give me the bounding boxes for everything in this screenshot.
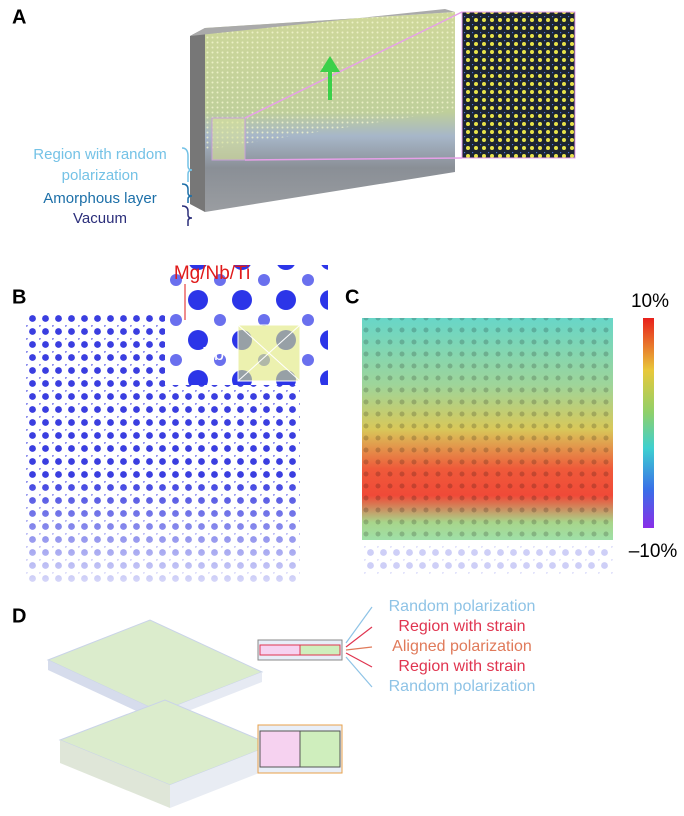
colorbar-label: 10% [631, 291, 669, 312]
layer-pointer [346, 647, 372, 650]
cross-section [258, 640, 342, 660]
cross-section [258, 725, 342, 773]
annotation: Mg/Nb/Ti [174, 263, 250, 284]
annotation: Pb [202, 344, 224, 364]
layer-label: Aligned polarization [392, 638, 532, 655]
strain-region [260, 645, 300, 655]
brace [182, 206, 192, 226]
colorbar-label: –10% [629, 541, 678, 562]
layer-label: Region with strain [398, 658, 525, 675]
panel-label: A [12, 6, 26, 28]
atomic-inset [462, 12, 575, 158]
layer-label: Random polarization [389, 678, 536, 695]
panel-label: B [12, 286, 26, 308]
strain-region [300, 731, 340, 767]
colorbar [643, 318, 654, 528]
strain-map-atoms [362, 318, 613, 540]
annotation: Region with random [33, 146, 166, 163]
strain-region [260, 731, 300, 767]
amorphous-region [362, 545, 613, 575]
layer-pointer [346, 653, 372, 667]
annotation: polarization [62, 167, 139, 184]
panel-label: D [12, 605, 26, 627]
zoom-box [212, 118, 245, 160]
slab-side [190, 28, 205, 212]
layer-label: Random polarization [389, 598, 536, 615]
film-top [48, 620, 262, 712]
layer-pointer [346, 657, 372, 687]
strain-region [300, 645, 340, 655]
panel-label: C [345, 286, 359, 308]
figure: A Region with random polarization Amorph… [0, 0, 684, 816]
annotation: Vacuum [73, 210, 127, 227]
layer-label: Region with strain [398, 618, 525, 635]
annotation: Amorphous layer [43, 190, 156, 207]
